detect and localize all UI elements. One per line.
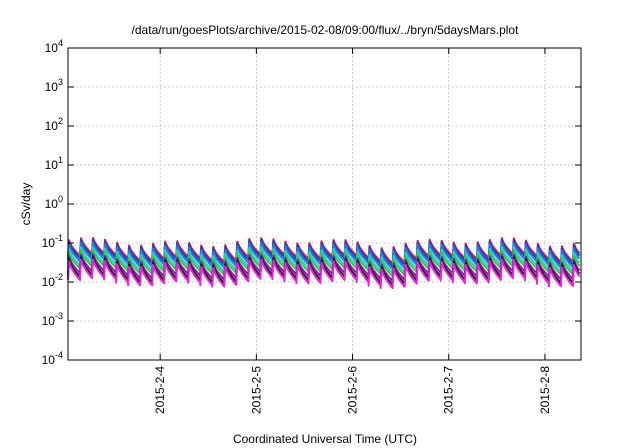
y-tick-label: 103 — [45, 77, 63, 94]
y-tick-label: 100 — [45, 194, 63, 211]
y-tick-label: 10-4 — [42, 350, 63, 367]
y-tick-label: 10-3 — [42, 311, 63, 328]
y-tick-label: 10-2 — [42, 272, 63, 289]
x-tick-label: 2015-2-6 — [346, 366, 360, 414]
x-tick-label: 2015-2-7 — [442, 366, 456, 414]
y-tick-label: 10-1 — [42, 233, 63, 250]
y-tick-label: 101 — [45, 155, 63, 172]
x-axis-label: Coordinated Universal Time (UTC) — [233, 432, 417, 446]
x-axis-ticks: 2015-2-4 2015-2-5 2015-2-6 2015-2-7 2015-2-8 — [153, 48, 552, 414]
x-tick-label: 2015-2-8 — [538, 366, 552, 414]
y-tick-label: 102 — [45, 116, 63, 133]
series-line — [67, 258, 581, 289]
x-tick-label: 2015-2-4 — [153, 366, 167, 414]
grid — [68, 48, 581, 360]
series-lines — [67, 237, 581, 289]
x-tick-label: 2015-2-5 — [249, 366, 263, 414]
y-axis-label: cSv/day — [19, 183, 33, 226]
y-axis-ticks: 10-4 10-3 10-2 10-1 100 101 102 103 104 — [42, 38, 581, 367]
y-tick-label: 104 — [45, 38, 63, 55]
chart-title: /data/run/goesPlots/archive/2015-02-08/0… — [132, 23, 520, 37]
